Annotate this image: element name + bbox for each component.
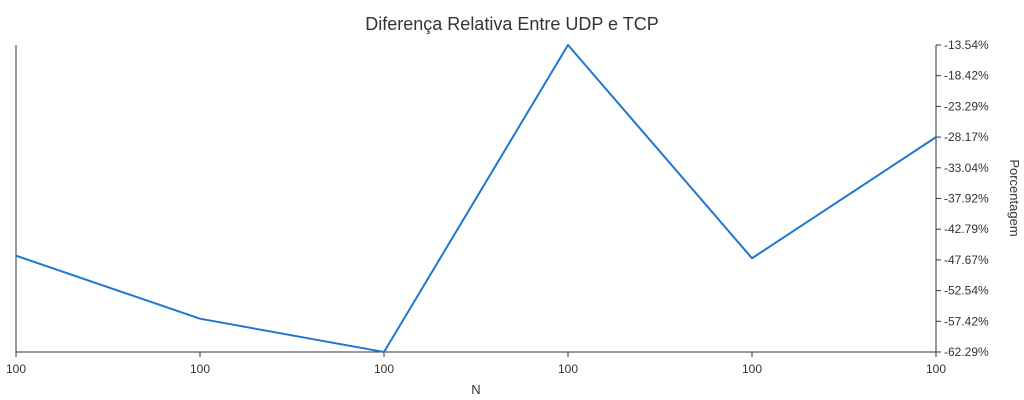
x-tick-label: 100 [558,362,578,376]
x-tick-label: 100 [374,362,394,376]
x-tick-label: 100 [190,362,210,376]
series-group [15,44,937,353]
y-tick-label: -23.29% [944,99,989,113]
y-tick-label: -33.04% [944,161,989,175]
x-axis-ticks: 100 100 100 100 100 100 [6,352,946,376]
chart-title: Diferença Relativa Entre UDP e TCP [365,14,658,34]
x-tick-label: 100 [742,362,762,376]
y-tick-label: -47.67% [944,253,989,267]
x-tick-label: 100 [926,362,946,376]
y-tick-label: -13.54% [944,38,989,52]
x-tick-label: 100 [6,362,26,376]
y-tick-label: -62.29% [944,345,989,359]
y-tick-label: -18.42% [944,69,989,83]
y-tick-label: -57.42% [944,314,989,328]
series-line [15,44,937,353]
y-tick-label: -52.54% [944,284,989,298]
x-axis-label: N [471,382,480,397]
y-tick-label: -28.17% [944,130,989,144]
y-axis-label: Porcentagem [1007,159,1022,236]
y-tick-label: -42.79% [944,222,989,236]
y-axis-ticks: -13.54% -18.42% -23.29% -28.17% -33.04% -37.9… [936,38,989,359]
y-tick-label: -37.92% [944,192,989,206]
